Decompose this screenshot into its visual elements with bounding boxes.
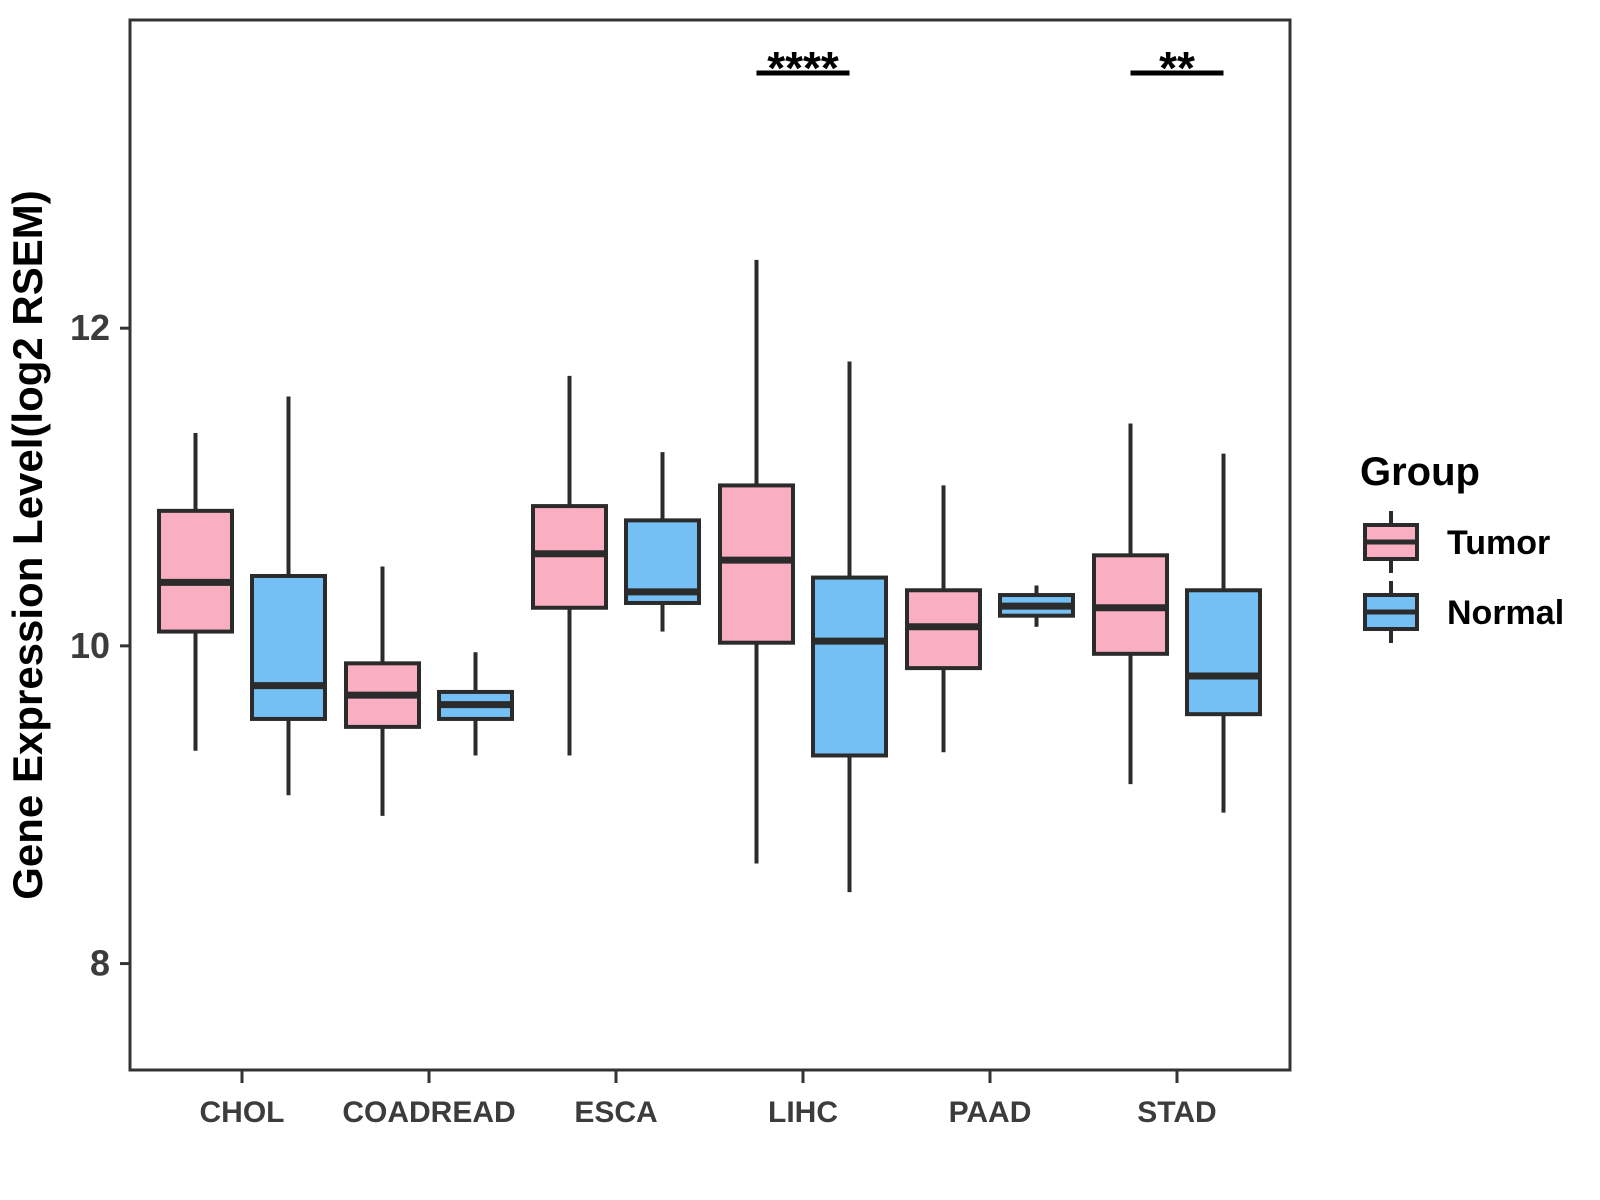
legend-title: Group [1360,450,1480,494]
legend-label-normal: Normal [1447,594,1564,632]
y-tick-label: 8 [90,943,110,984]
x-tick-label-esca: ESCA [574,1096,657,1129]
y-axis-title: Gene Expression Level(log2 RSEM) [4,190,51,900]
box-tumor-chol [157,508,234,634]
x-tick-label-paad: PAAD [949,1096,1032,1129]
box-normal-stad [1185,588,1262,717]
panel-border [128,18,1292,1072]
legend-label-tumor: Tumor [1447,524,1550,562]
x-tick-label-stad: STAD [1137,1096,1216,1129]
y-tick-label: 12 [70,307,110,348]
x-tick-label-coadread: COADREAD [342,1096,515,1129]
box-normal-chol [250,573,327,721]
x-tick-label-chol: CHOL [200,1096,285,1129]
significance-label-lihc: **** [767,42,839,94]
y-tick-label: 10 [70,625,110,666]
box-tumor-lihc [718,483,795,645]
x-tick-label-lihc: LIHC [768,1096,838,1129]
significance-label-stad: ** [1159,42,1195,94]
box-normal-lihc [811,575,888,758]
